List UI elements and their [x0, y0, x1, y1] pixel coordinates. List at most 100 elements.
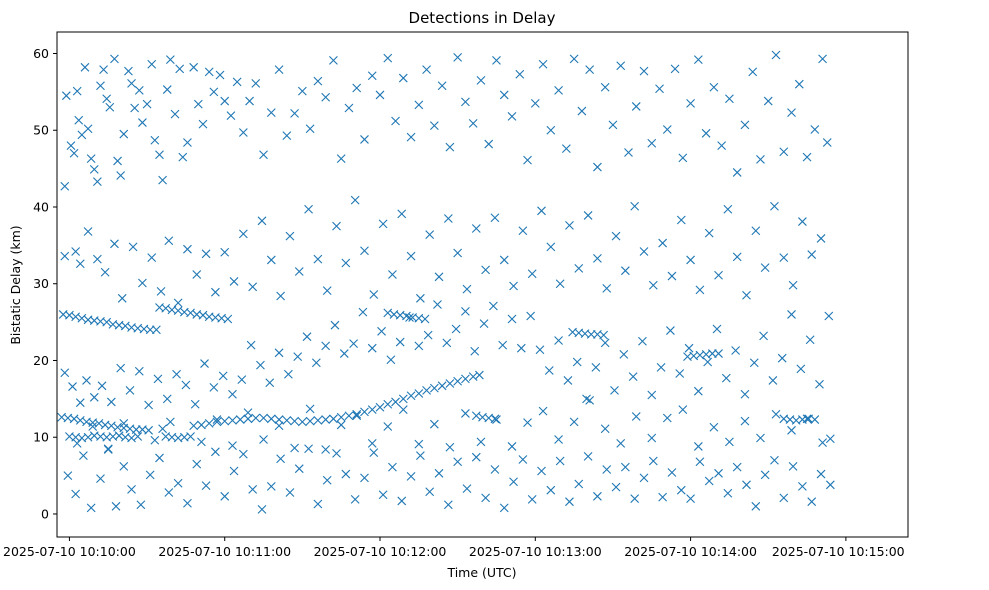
data-point [507, 112, 517, 121]
data-point [585, 65, 595, 74]
data-point [120, 321, 130, 331]
data-point [824, 311, 834, 321]
data-point [86, 154, 96, 164]
data-point [92, 177, 102, 187]
data-point [818, 54, 827, 64]
data-point [816, 469, 826, 479]
data-point [771, 409, 781, 419]
data-point [321, 341, 331, 351]
data-point [378, 219, 388, 229]
data-point [714, 468, 723, 478]
data-point [630, 494, 640, 504]
data-point [414, 341, 424, 351]
data-point [142, 99, 152, 109]
data-point [99, 65, 108, 74]
data-point [183, 138, 192, 147]
data-point [620, 462, 630, 472]
data-point [65, 310, 74, 320]
data-point [161, 303, 171, 313]
data-point [433, 300, 442, 309]
data-point [165, 417, 175, 427]
data-point [647, 390, 657, 400]
data-point [686, 494, 695, 504]
data-point [565, 497, 574, 507]
data-point [695, 285, 705, 295]
data-point [173, 298, 183, 308]
data-point [787, 425, 796, 435]
series-track-12-mid [471, 411, 500, 424]
data-point [555, 456, 565, 466]
data-point [666, 326, 675, 335]
data-point [538, 406, 548, 416]
data-point [128, 242, 138, 252]
data-point [667, 271, 677, 281]
data-point [274, 65, 284, 74]
data-point [201, 481, 211, 490]
data-point [116, 171, 126, 180]
data-point [127, 433, 136, 443]
data-point [189, 421, 199, 431]
data-point [709, 422, 719, 432]
data-point [204, 67, 214, 77]
data-point [349, 339, 358, 348]
data-point [707, 349, 717, 358]
data-point [546, 485, 556, 495]
data-point [732, 462, 742, 472]
data-point [515, 69, 525, 79]
data-point [693, 55, 703, 65]
data-point [453, 52, 463, 62]
data-point [461, 97, 470, 107]
data-point [229, 466, 239, 476]
data-point [554, 435, 563, 444]
data-point [518, 455, 528, 464]
data-point [181, 380, 191, 390]
data-point [709, 82, 719, 92]
data-point [425, 230, 435, 240]
data-point [133, 432, 143, 441]
series-track-26-mid [383, 308, 430, 324]
data-point [75, 259, 85, 269]
data-point [305, 416, 315, 426]
y-tick-label: 50 [33, 123, 49, 138]
data-point [330, 320, 340, 330]
data-point [600, 338, 610, 348]
data-point [639, 473, 649, 483]
data-point [388, 462, 397, 472]
data-point [290, 443, 299, 453]
data-point [257, 504, 267, 514]
data-point [391, 116, 400, 126]
data-point [113, 156, 122, 166]
data-point [453, 376, 463, 386]
x-tick-label: 2025-07-10 10:15:00 [772, 544, 905, 559]
data-point [516, 343, 526, 353]
data-point [414, 100, 424, 110]
data-point [523, 418, 532, 428]
data-point [434, 272, 444, 282]
data-point [248, 282, 258, 292]
data-point [332, 448, 341, 458]
data-point [527, 269, 537, 279]
data-point [499, 90, 509, 100]
data-point [816, 234, 826, 243]
x-tick-label: 2025-07-10 10:13:00 [469, 544, 602, 559]
data-point [756, 433, 765, 443]
data-point [276, 291, 286, 301]
data-point [131, 425, 141, 434]
data-point [313, 254, 323, 264]
data-point [723, 488, 733, 498]
data-point [760, 470, 770, 480]
data-point [555, 279, 565, 289]
data-point [186, 432, 195, 441]
data-point [86, 503, 96, 513]
data-point [423, 330, 433, 340]
data-point [600, 82, 610, 92]
data-point [616, 61, 626, 71]
data-point [676, 485, 686, 495]
data-point [360, 246, 369, 256]
data-point [415, 293, 425, 303]
data-point [574, 263, 584, 273]
data-point [619, 349, 629, 359]
data-point [83, 227, 93, 236]
data-point [290, 416, 299, 426]
data-point [266, 255, 276, 265]
